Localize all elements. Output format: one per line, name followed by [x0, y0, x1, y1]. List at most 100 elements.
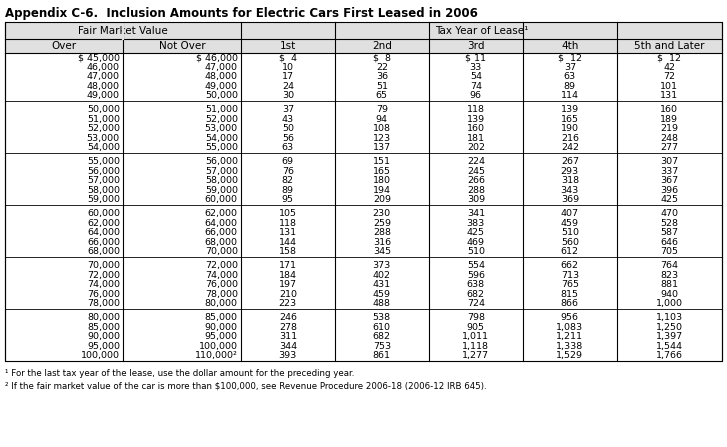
Text: 66,000: 66,000	[205, 228, 238, 237]
Text: 425: 425	[660, 195, 678, 204]
Text: 89: 89	[282, 186, 294, 195]
Text: 53,000: 53,000	[205, 124, 238, 133]
Text: 78,000: 78,000	[87, 299, 120, 308]
Text: 50: 50	[282, 124, 294, 133]
Text: 223: 223	[278, 299, 297, 308]
Text: ² If the fair market value of the car is more than $100,000, see Revenue Procedu: ² If the fair market value of the car is…	[5, 381, 486, 391]
Text: 165: 165	[561, 115, 579, 124]
Text: 30: 30	[282, 91, 294, 100]
Text: 53,000: 53,000	[87, 134, 120, 143]
Text: 160: 160	[467, 124, 485, 133]
Text: 488: 488	[373, 299, 391, 308]
Text: 425: 425	[467, 228, 485, 237]
Text: 49,000: 49,000	[205, 82, 238, 91]
Text: 288: 288	[373, 228, 391, 237]
Text: 554: 554	[467, 261, 485, 270]
Text: 181: 181	[467, 134, 485, 143]
Text: 74,000: 74,000	[87, 280, 120, 289]
Text: 33: 33	[470, 63, 482, 72]
Text: 219: 219	[660, 124, 678, 133]
Text: 798: 798	[467, 313, 485, 322]
Text: 131: 131	[660, 91, 678, 100]
Text: 42: 42	[664, 63, 675, 72]
Text: 80,000: 80,000	[87, 313, 120, 322]
Text: 248: 248	[660, 134, 678, 143]
Text: 50,000: 50,000	[205, 91, 238, 100]
Text: 114: 114	[561, 91, 579, 100]
Text: 267: 267	[561, 157, 579, 166]
Text: 1,083: 1,083	[556, 323, 583, 332]
Text: 560: 560	[561, 238, 579, 247]
Text: 610: 610	[373, 323, 391, 332]
Text: 82: 82	[282, 176, 294, 185]
Text: 165: 165	[373, 167, 391, 176]
Text: 246: 246	[279, 313, 297, 322]
Text: 56,000: 56,000	[87, 167, 120, 176]
Text: 1,766: 1,766	[656, 351, 683, 360]
Text: 123: 123	[373, 134, 391, 143]
Text: 139: 139	[467, 115, 485, 124]
Text: 1,529: 1,529	[556, 351, 583, 360]
Text: 209: 209	[373, 195, 391, 204]
Text: 538: 538	[373, 313, 391, 322]
Text: 85,000: 85,000	[205, 313, 238, 322]
Text: 52,000: 52,000	[205, 115, 238, 124]
Text: 64,000: 64,000	[87, 228, 120, 237]
Text: 10: 10	[282, 63, 294, 72]
Text: 765: 765	[561, 280, 579, 289]
Text: 1,250: 1,250	[656, 323, 683, 332]
Text: 815: 815	[561, 290, 579, 299]
Text: 74: 74	[470, 82, 482, 91]
Text: 55,000: 55,000	[205, 143, 238, 152]
Text: 54,000: 54,000	[205, 134, 238, 143]
Text: 54: 54	[470, 72, 482, 81]
Text: 22: 22	[376, 63, 387, 72]
Text: $ 11: $ 11	[465, 53, 486, 62]
Text: 431: 431	[373, 280, 391, 289]
Text: 105: 105	[279, 209, 297, 218]
Text: 587: 587	[660, 228, 678, 237]
Text: 62,000: 62,000	[87, 219, 120, 228]
Text: 63: 63	[282, 143, 294, 152]
Text: 46,000: 46,000	[87, 63, 120, 72]
Text: 459: 459	[373, 290, 391, 299]
Text: Appendix C-6.  Inclusion Amounts for Electric Cars First Leased in 2006: Appendix C-6. Inclusion Amounts for Elec…	[5, 7, 478, 20]
Text: 396: 396	[660, 186, 678, 195]
Text: Tax Year of Lease¹: Tax Year of Lease¹	[435, 25, 528, 35]
Text: 58,000: 58,000	[87, 186, 120, 195]
Text: 95,000: 95,000	[87, 342, 120, 351]
Text: 311: 311	[278, 332, 297, 341]
Text: 861: 861	[373, 351, 391, 360]
Text: 197: 197	[279, 280, 297, 289]
Text: 43: 43	[282, 115, 294, 124]
Text: 51,000: 51,000	[205, 105, 238, 114]
Text: 383: 383	[467, 219, 485, 228]
Text: 1,397: 1,397	[656, 332, 683, 341]
Text: $ 45,000: $ 45,000	[78, 53, 120, 62]
Text: 764: 764	[660, 261, 678, 270]
Text: 713: 713	[561, 271, 579, 280]
Text: 137: 137	[373, 143, 391, 152]
Text: 184: 184	[279, 271, 297, 280]
Text: 881: 881	[660, 280, 678, 289]
Text: 316: 316	[373, 238, 391, 247]
Text: 682: 682	[467, 290, 485, 299]
Text: 118: 118	[279, 219, 297, 228]
Text: 94: 94	[376, 115, 387, 124]
Text: 510: 510	[561, 228, 579, 237]
Text: 180: 180	[373, 176, 391, 185]
Text: 74,000: 74,000	[205, 271, 238, 280]
Text: $  12: $ 12	[657, 53, 681, 62]
Bar	[5, 39, 722, 53]
Text: 344: 344	[278, 342, 297, 351]
Text: 309: 309	[467, 195, 485, 204]
Text: 118: 118	[467, 105, 485, 114]
Text: 51,000: 51,000	[87, 115, 120, 124]
Text: 65: 65	[376, 91, 387, 100]
Text: 266: 266	[467, 176, 485, 185]
Text: 47,000: 47,000	[205, 63, 238, 72]
Text: 89: 89	[564, 82, 576, 91]
Text: 1st: 1st	[280, 41, 296, 51]
Text: 905: 905	[467, 323, 485, 332]
Text: 470: 470	[660, 209, 678, 218]
